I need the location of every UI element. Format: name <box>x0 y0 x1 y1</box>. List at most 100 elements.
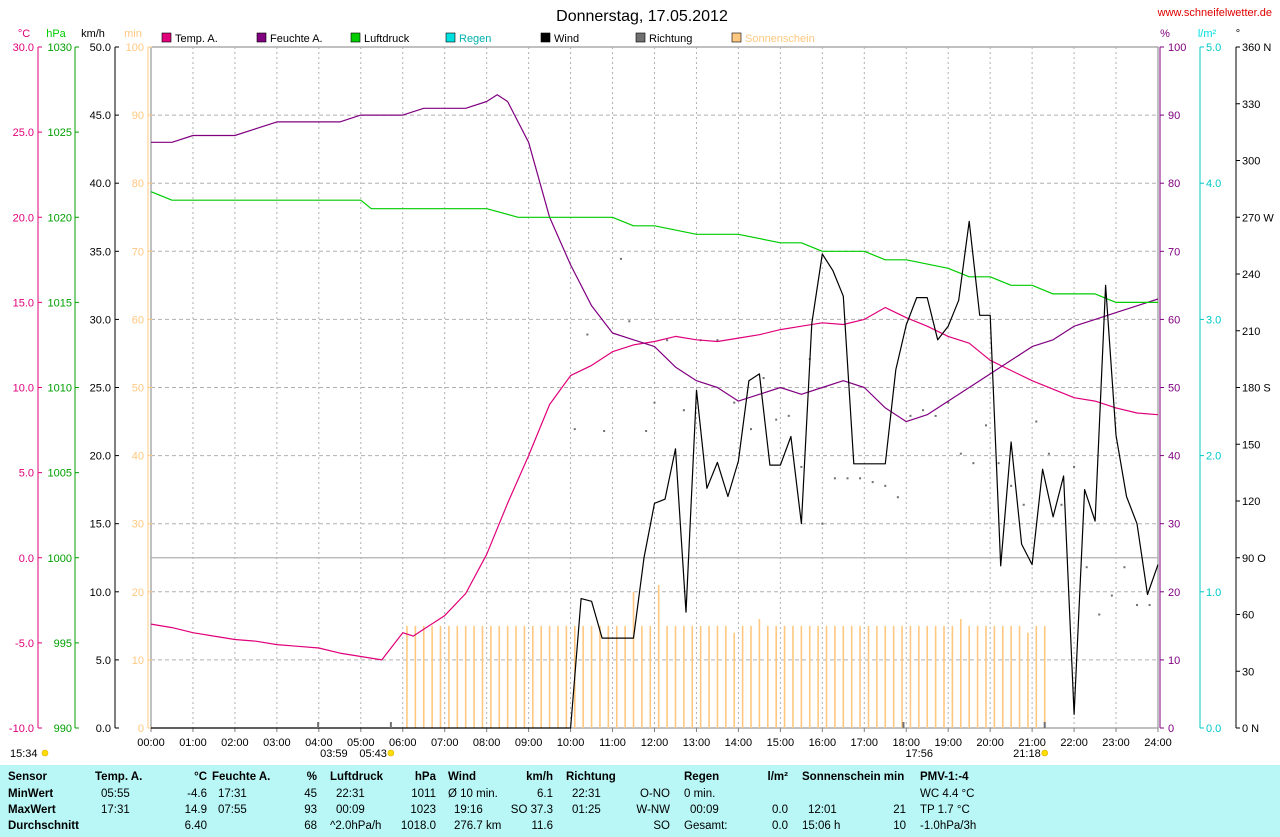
tick-label-wind: 35.0 <box>90 246 111 258</box>
tick-label-sun: 80 <box>132 178 144 190</box>
direction-point <box>1060 503 1063 506</box>
stats-time: 17:31 <box>101 804 130 816</box>
tick-label-humidity: 0 <box>1168 723 1174 735</box>
stats-header: Sensor <box>8 771 47 783</box>
sun-time-label: 17:56 <box>905 748 933 760</box>
x-tick-label: 09:00 <box>515 737 543 749</box>
legend-swatch <box>445 32 456 43</box>
x-tick-label: 08:00 <box>473 737 501 749</box>
sun-time-label: 21:18 <box>1013 748 1041 760</box>
site-link[interactable]: www.schneifelwetter.de <box>1157 7 1272 19</box>
stats-value: SO <box>653 820 670 832</box>
stats-panel: Sensor MinWert MaxWert Durchschnitt Temp… <box>0 765 1280 837</box>
unit-label: l/m² <box>1198 28 1217 40</box>
weather-chart: Donnerstag, 17.05.2012 www.schneifelwett… <box>9 7 1274 760</box>
direction-point <box>645 430 648 433</box>
direction-point <box>959 452 962 455</box>
stats-time: 22:31 <box>336 788 365 800</box>
direction-point <box>1098 613 1101 616</box>
stats-value: 6.1 <box>537 788 553 800</box>
x-tick-label: 20:00 <box>976 737 1004 749</box>
stats-time: 00:09 <box>336 804 365 816</box>
unit-label: min <box>124 28 142 40</box>
stats-value: 45 <box>304 788 317 800</box>
direction-point <box>884 484 887 487</box>
x-tick-label: 04:00 <box>305 737 333 749</box>
tick-label-wind: 50.0 <box>90 42 111 54</box>
direction-point <box>586 333 589 336</box>
legend-label: Regen <box>459 33 491 45</box>
direction-point <box>1110 594 1113 597</box>
tick-label-direction: 180 S <box>1242 383 1271 395</box>
legend-label: Luftdruck <box>364 33 410 45</box>
stats-header: Temp. A. <box>95 771 143 783</box>
x-tick-label: 12:00 <box>641 737 669 749</box>
tick-label-rain: 3.0 <box>1206 314 1221 326</box>
direction-point <box>1148 604 1151 607</box>
stats-value: SO 37.3 <box>510 804 553 816</box>
tick-label-temp: 20.0 <box>13 212 34 224</box>
tick-label-humidity: 80 <box>1168 178 1180 190</box>
stats-value: 0.0 <box>772 820 788 832</box>
stats-header: Wind <box>448 771 476 783</box>
stats-header: Luftdruck <box>330 771 384 783</box>
unit-label: hPa <box>46 28 66 40</box>
tick-label-rain: 4.0 <box>1206 178 1221 190</box>
stats-pmv-value: -1.0hPa/3h <box>920 820 977 832</box>
tick-label-temp: 0.0 <box>19 553 34 565</box>
x-tick-label: 11:00 <box>599 737 626 749</box>
tick-label-direction: 60 <box>1242 610 1254 622</box>
x-tick-label: 14:00 <box>725 737 753 749</box>
x-tick-label: 05:00 <box>347 737 375 749</box>
stats-value: 68 <box>304 820 317 832</box>
unit-label: km/h <box>81 28 105 40</box>
direction-point <box>653 401 656 404</box>
direction-point <box>821 522 824 525</box>
tick-label-rain: 1.0 <box>1206 587 1221 599</box>
stats-time: 0 min. <box>684 788 716 800</box>
stats-value: 1018.0 <box>400 820 436 832</box>
sun-icon <box>1041 749 1049 757</box>
tick-label-sun: 90 <box>132 110 144 122</box>
tick-label-temp: 25.0 <box>13 127 34 139</box>
direction-point <box>846 477 849 480</box>
stats-time: 00:09 <box>690 804 719 816</box>
stats-time: 15:06 h <box>802 820 841 832</box>
x-tick-label: 16:00 <box>809 737 837 749</box>
tick-label-rain: 5.0 <box>1206 42 1221 54</box>
tick-label-direction: 150 <box>1242 439 1260 451</box>
direction-point <box>984 424 987 427</box>
tick-label-wind: 30.0 <box>90 314 111 326</box>
x-tick-label: 17:00 <box>851 737 879 749</box>
tick-label-sun: 60 <box>132 314 144 326</box>
x-tick-label: 18:00 <box>892 737 920 749</box>
tick-label-direction: 240 <box>1242 269 1260 281</box>
stats-header: Regen <box>684 771 720 783</box>
stats-value: 6.40 <box>184 820 207 832</box>
tick-label-direction: 90 O <box>1242 553 1266 565</box>
direction-point <box>762 377 765 380</box>
unit-label: °C <box>18 28 30 40</box>
stats-row-label: Durchschnitt <box>8 820 79 832</box>
legend-label: Richtung <box>649 33 692 45</box>
tick-label-wind: 45.0 <box>90 110 111 122</box>
tick-label-humidity: 100 <box>1168 42 1186 54</box>
direction-point <box>947 401 950 404</box>
direction-point <box>871 481 874 484</box>
tick-label-temp: -5.0 <box>15 638 34 650</box>
stats-time: 12:01 <box>808 804 837 816</box>
tick-label-sun: 100 <box>126 42 144 54</box>
legend-label: Temp. A. <box>175 33 218 45</box>
stats-unit: % <box>306 771 317 783</box>
stats-time: 07:55 <box>218 804 247 816</box>
tick-label-pressure: 1020 <box>48 212 72 224</box>
tick-label-wind: 15.0 <box>90 519 111 531</box>
stats-header: Richtung <box>566 771 616 783</box>
tick-label-sun: 70 <box>132 246 144 258</box>
tick-label-temp: 30.0 <box>13 42 34 54</box>
tick-label-humidity: 60 <box>1168 314 1180 326</box>
unit-labels: °C hPa km/h min% l/m² ° <box>18 28 1240 40</box>
pressure-line <box>150 191 1158 303</box>
stats-value: 1011 <box>411 788 436 800</box>
tick-label-humidity: 10 <box>1168 655 1180 667</box>
